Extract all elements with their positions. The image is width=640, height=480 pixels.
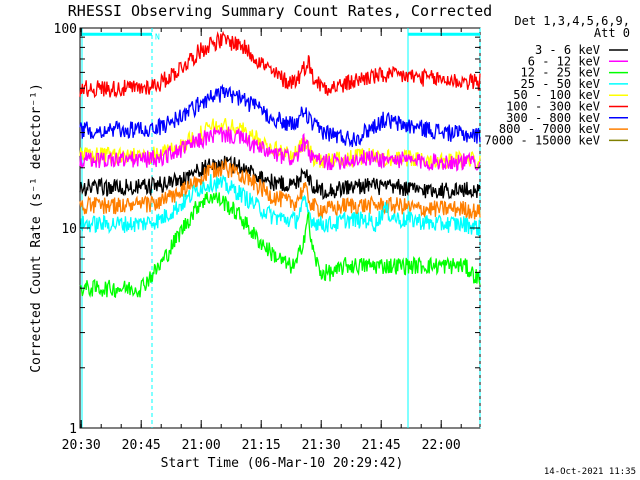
x-tick-label-0: 20:30 bbox=[62, 438, 101, 453]
legend-label-6: 300 - 800 keV bbox=[506, 111, 600, 125]
footer-timestamp: 14-Oct-2021 11:35 bbox=[544, 467, 636, 477]
legend-label-1: 6 - 12 keV bbox=[528, 54, 600, 68]
series-line-800-7000-kev bbox=[79, 157, 481, 220]
series-layer bbox=[79, 30, 481, 299]
x-tick-label-3: 21:15 bbox=[242, 438, 281, 453]
x-tick-label-4: 21:30 bbox=[302, 438, 341, 453]
y-tick-label-0: 1 bbox=[69, 422, 77, 437]
x-tick-label-6: 22:00 bbox=[422, 438, 461, 453]
series-line-3-6-kev bbox=[79, 155, 481, 200]
y-axis-label: Corrected Count Rate (s⁻¹ detector⁻¹) bbox=[29, 83, 44, 373]
series-line-100-300-kev bbox=[79, 30, 481, 99]
y-tick-label-2: 100 bbox=[54, 22, 77, 37]
series-line-300-800-kev bbox=[79, 83, 481, 148]
plot-area: N 20:30 20:45 21:00 21:15 21:30 21:45 22:00 1 10… bbox=[54, 22, 481, 453]
chart-title: RHESSI Observing Summary Count Rates, Co… bbox=[68, 2, 492, 20]
y-tick-label-1: 10 bbox=[61, 222, 77, 237]
x-axis-label: Start Time (06-Mar-10 20:29:42) bbox=[161, 456, 404, 471]
legend-label-0: 3 - 6 keV bbox=[535, 43, 600, 57]
legend-header-line-2: Att 0 bbox=[594, 26, 630, 40]
legend-label-2: 12 - 25 keV bbox=[521, 66, 600, 80]
x-tick-label-5: 21:45 bbox=[362, 438, 401, 453]
legend-label-5: 100 - 300 keV bbox=[506, 100, 600, 114]
legend-label-3: 25 - 50 keV bbox=[521, 77, 600, 91]
series-line-12-25-kev bbox=[79, 192, 481, 299]
legend-label-7: 800 - 7000 keV bbox=[499, 122, 600, 136]
x-tick-label-1: 20:45 bbox=[122, 438, 161, 453]
attenuator-label: N bbox=[155, 32, 160, 41]
x-tick-label-2: 21:00 bbox=[182, 438, 221, 453]
axes-layer: 20:30 20:45 21:00 21:15 21:30 21:45 22:00 1 10 10… bbox=[54, 22, 480, 453]
legend-label-4: 50 - 100 keV bbox=[513, 88, 600, 102]
legend-header-line-1: Det 1,3,4,5,6,9, bbox=[514, 14, 630, 28]
series-line-25-50-kev bbox=[79, 174, 481, 236]
series-line-6-12-kev bbox=[79, 125, 481, 172]
legend-label-8: 7000 - 15000 keV bbox=[484, 133, 600, 147]
